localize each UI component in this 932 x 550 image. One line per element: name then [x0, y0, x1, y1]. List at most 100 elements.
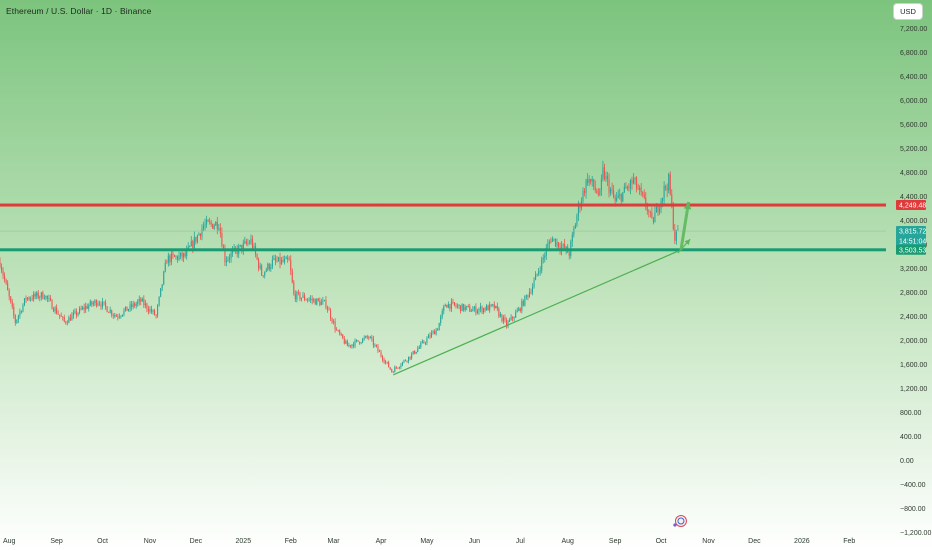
candle-body [56, 307, 58, 314]
candle-body [574, 224, 576, 229]
candle-body [22, 304, 24, 312]
candle-body [457, 305, 459, 307]
candle-body [250, 238, 252, 244]
candle-body [281, 259, 283, 264]
x-tick-label: Aug [3, 538, 16, 545]
candle-body [498, 308, 500, 317]
candle-body [395, 367, 397, 369]
candle-body [137, 301, 139, 304]
candle-body [164, 262, 166, 272]
candle-body [550, 241, 552, 243]
candle-body [357, 340, 359, 342]
candle-body [176, 256, 179, 260]
candle-body [412, 351, 414, 355]
candle-body [48, 298, 50, 299]
candle-body [285, 257, 287, 259]
candle-body [180, 252, 182, 256]
x-tick-label: Nov [144, 538, 157, 545]
candle-body [562, 244, 564, 247]
candle-body [496, 305, 498, 309]
y-tick-label: 7,200.00 [900, 26, 927, 33]
y-tick-label: −400.00 [900, 482, 926, 489]
event-marker[interactable] [673, 515, 687, 527]
candle-body [394, 367, 396, 373]
candle-body [415, 351, 417, 354]
candle-body [441, 310, 443, 317]
candle-body [360, 342, 362, 344]
candle-body [242, 242, 244, 251]
x-tick-label: Feb [285, 538, 297, 545]
candle-body [642, 192, 644, 195]
candle-body [522, 300, 524, 306]
candle-body [149, 308, 151, 312]
candle-body [167, 255, 169, 263]
candle-body [98, 303, 101, 305]
candle-body [120, 315, 122, 317]
candle-body [587, 179, 589, 184]
candle-body [339, 330, 341, 335]
candle-body [72, 312, 74, 316]
candle-body [484, 308, 486, 311]
currency-button[interactable]: USD [893, 3, 923, 20]
candle-body [91, 301, 93, 305]
candle-body [619, 194, 621, 196]
x-tick-label: 2026 [794, 538, 810, 545]
candle-body [163, 271, 165, 285]
candle-body [262, 275, 264, 277]
candle-body [328, 309, 330, 311]
candle-body [528, 292, 530, 297]
x-tick-label: Dec [190, 538, 203, 545]
x-axis: Aug Sep Oct Nov Dec 2025 Feb Mar Apr May Jun Jul Aug… [3, 538, 855, 545]
candle-body [138, 298, 140, 302]
candle-body [403, 360, 405, 363]
y-tick-label: 1,200.00 [900, 386, 927, 393]
candle-body [614, 197, 616, 201]
y-tick-label: 5,200.00 [900, 146, 927, 153]
y-axis[interactable]: 7,200.00 6,800.00 6,400.00 6,000.00 5,600.00… [900, 26, 931, 537]
symbol-title[interactable]: Ethereum / U.S. Dollar · 1D · Binance [6, 6, 152, 16]
candle-body [504, 317, 506, 320]
candle-body [640, 187, 642, 193]
candle-body [518, 308, 520, 311]
candle-body [470, 311, 472, 313]
candle-body [154, 310, 156, 315]
candle-body [452, 301, 454, 303]
candle-body [568, 252, 570, 256]
y-tick-label: 6,000.00 [900, 98, 927, 105]
candle-body [622, 191, 624, 202]
candle-body [629, 180, 631, 189]
candle-body [101, 301, 104, 307]
candle-body [232, 250, 234, 253]
candle-body [438, 322, 440, 331]
candle-body [227, 258, 229, 261]
candle-body [637, 188, 639, 190]
candle-body [189, 246, 191, 247]
candle-body [662, 197, 664, 201]
candle-body [447, 304, 449, 308]
candle-body [475, 306, 477, 314]
candle-body [326, 307, 329, 310]
candle-body [639, 187, 641, 190]
candle-body [374, 344, 376, 346]
candle-body [206, 219, 208, 225]
candle-body [307, 299, 309, 301]
candle-body [411, 354, 413, 359]
candle-body [221, 233, 223, 247]
candle-body [378, 350, 381, 352]
candle-body [634, 177, 636, 180]
candle-body [409, 356, 411, 359]
candle-body [571, 234, 573, 242]
candle-body [118, 316, 120, 318]
candle-body [94, 300, 96, 304]
candle-body [666, 188, 668, 191]
candle-body [561, 246, 563, 251]
candle-body [71, 315, 73, 321]
candle-body [172, 253, 174, 256]
candle-body [380, 351, 382, 357]
candle-body [303, 295, 306, 300]
current-price-tag-bg [896, 226, 926, 247]
candle-body [628, 187, 630, 189]
candle-body [478, 309, 480, 312]
